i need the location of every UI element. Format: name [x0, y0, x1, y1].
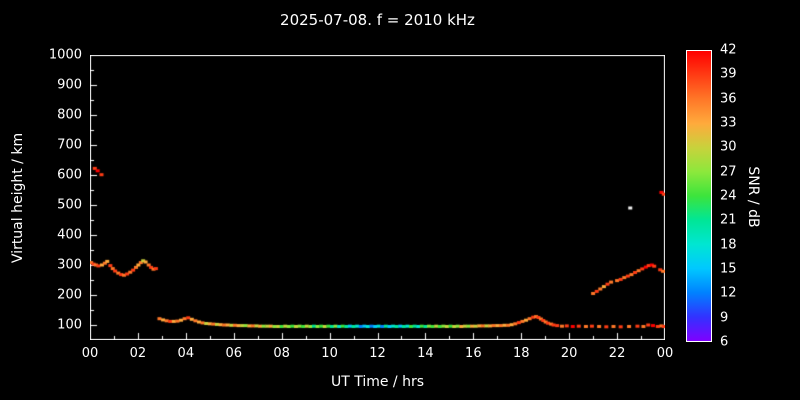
colorbar-tick-label: 39 [720, 66, 737, 82]
colorbar-tick-label: 12 [720, 285, 737, 301]
y-tick-label: 700 [57, 137, 82, 153]
y-tick-label: 900 [57, 77, 82, 93]
colorbar-tick-label: 36 [720, 91, 737, 107]
colorbar-tick-label: 24 [720, 188, 737, 204]
plot-canvas [90, 55, 665, 340]
colorbar-tick-label: 42 [720, 42, 737, 58]
x-tick-label: 14 [417, 346, 434, 361]
y-tick-label: 300 [57, 257, 82, 273]
colorbar-tick-label: 6 [720, 334, 729, 350]
x-tick-label: 10 [321, 346, 338, 361]
y-tick-label: 1000 [48, 47, 82, 63]
y-tick-label: 800 [57, 107, 82, 123]
x-tick-label: 06 [225, 346, 243, 361]
colorbar-tick-label: 33 [720, 115, 737, 131]
y-tick-label: 400 [57, 227, 82, 243]
x-tick-label: 12 [369, 346, 386, 361]
y-tick-label: 200 [57, 287, 82, 303]
y-tick-label: 600 [57, 167, 82, 183]
colorbar-tick-label: 9 [720, 310, 729, 326]
x-tick-label: 04 [177, 346, 195, 361]
y-tick-label: 100 [57, 317, 82, 333]
chart-title: 2025-07-08. f = 2010 kHz [280, 11, 475, 29]
x-tick-label: 20 [560, 346, 578, 361]
plot-area [90, 55, 665, 340]
y-tick-label: 500 [57, 197, 82, 213]
colorbar-tick-label: 30 [720, 139, 737, 155]
x-tick-label: 00 [656, 346, 674, 361]
x-tick-label: 02 [129, 346, 147, 361]
colorbar-tick-label: 21 [720, 212, 737, 228]
colorbar-tick-label: 15 [720, 261, 737, 277]
x-tick-label: 16 [465, 346, 482, 361]
x-tick-label: 22 [608, 346, 626, 361]
x-axis-label: UT Time / hrs [330, 374, 425, 390]
colorbar-tick-label: 27 [720, 164, 737, 180]
x-tick-label: 18 [512, 346, 530, 361]
colorbar-gradient [686, 50, 712, 342]
colorbar-tick-label: 18 [720, 237, 737, 253]
x-tick-label: 08 [273, 346, 290, 361]
x-tick-label: 00 [81, 346, 99, 361]
colorbar-label: SNR / dB [745, 166, 761, 228]
